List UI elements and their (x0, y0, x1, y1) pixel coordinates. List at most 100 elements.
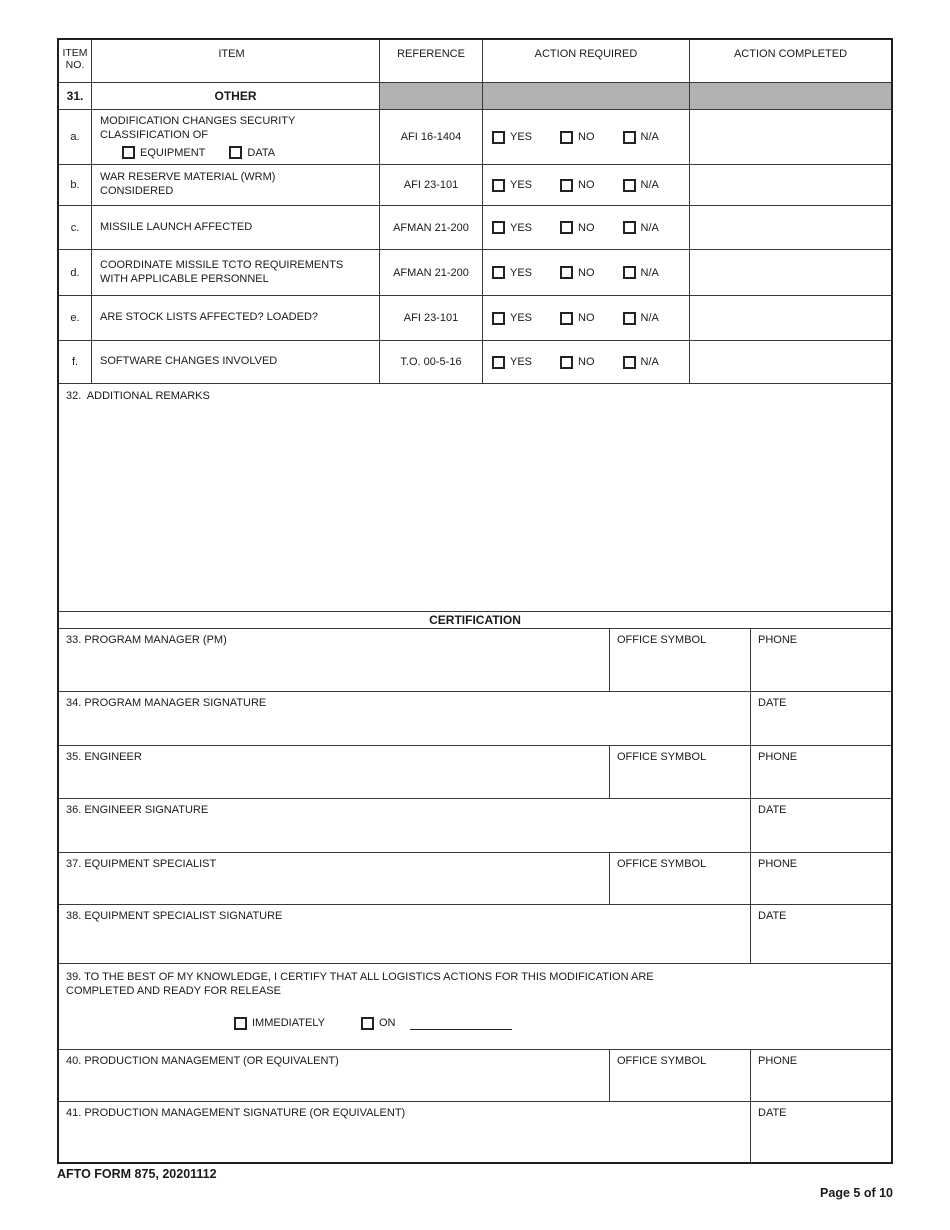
item-row-b: b. WAR RESERVE MATERIAL (WRM) CONSIDERED… (59, 165, 891, 206)
certify-statement-text: 39. TO THE BEST OF MY KNOWLEDGE, I CERTI… (66, 971, 654, 998)
yes-checkbox[interactable] (492, 266, 505, 279)
yes-checkbox[interactable] (492, 130, 505, 144)
program-manager-signature-field[interactable]: 34. PROGRAM MANAGER SIGNATURE (59, 692, 751, 745)
yes-checkbox[interactable] (492, 311, 505, 325)
action-required-cell: YES NO N/A (483, 110, 690, 164)
equipment-checkbox-label: EQUIPMENT (140, 146, 206, 159)
phone-field[interactable]: PHONE (758, 751, 798, 763)
yes-label: YES (510, 131, 533, 143)
item-cell: MISSILE LAUNCH AFFECTED (92, 206, 380, 249)
date-field[interactable]: DATE (758, 804, 787, 816)
engineer-signature-field[interactable]: 36. ENGINEER SIGNATURE (59, 799, 751, 852)
phone-field[interactable]: PHONE (758, 634, 798, 646)
office-symbol-field[interactable]: OFFICE SYMBOL (610, 746, 751, 798)
program-manager-field[interactable]: 33. PROGRAM MANAGER (PM) (59, 629, 610, 691)
na-checkbox[interactable] (622, 311, 636, 325)
yes-checkbox-group: YES (492, 221, 532, 234)
item-text: WAR RESERVE MATERIAL (WRM) CONSIDERED (100, 171, 276, 197)
item-cell: COORDINATE MISSILE TCTO REQUIREMENTS WIT… (92, 250, 380, 295)
action-required-cell: YES NO N/A (483, 206, 690, 249)
na-checkbox-group: N/A (622, 130, 659, 144)
na-checkbox-group: N/A (622, 311, 659, 325)
action-completed-cell[interactable] (690, 110, 891, 164)
additional-remarks-label: 32. ADDITIONAL REMARKS (66, 390, 210, 402)
phone-field[interactable]: PHONE (758, 858, 798, 870)
action-required-cell: YES NO N/A (483, 250, 690, 295)
office-symbol-field[interactable]: OFFICE SYMBOL (610, 1050, 751, 1101)
yes-checkbox[interactable] (492, 355, 505, 369)
shaded-cell (690, 83, 891, 109)
item-cell: SOFTWARE CHANGES INVOLVED (92, 341, 380, 383)
no-checkbox[interactable] (560, 178, 574, 192)
additional-remarks-area[interactable]: 32. ADDITIONAL REMARKS (59, 384, 891, 612)
item-text: SOFTWARE CHANGES INVOLVED (100, 355, 278, 368)
production-management-signature-field[interactable]: 41. PRODUCTION MANAGEMENT SIGNATURE (OR … (59, 1102, 751, 1162)
no-checkbox-group: NO (560, 221, 595, 234)
na-checkbox[interactable] (622, 178, 636, 192)
no-checkbox-group: NO (560, 311, 595, 325)
certify-statement-row: 39. TO THE BEST OF MY KNOWLEDGE, I CERTI… (59, 964, 891, 1050)
phone-field[interactable]: PHONE (758, 1055, 798, 1067)
na-checkbox-group: N/A (622, 266, 659, 279)
header-reference: REFERENCE (380, 40, 483, 82)
na-checkbox-group: N/A (622, 178, 659, 192)
action-completed-cell[interactable] (690, 206, 891, 249)
date-field[interactable]: DATE (758, 1107, 787, 1119)
item-row-d: d. COORDINATE MISSILE TCTO REQUIREMENTS … (59, 250, 891, 296)
action-completed-cell[interactable] (690, 165, 891, 205)
item-row-e: e. ARE STOCK LISTS AFFECTED? LOADED? AFI… (59, 296, 891, 341)
item-sub-checkboxes: EQUIPMENT DATA (100, 146, 371, 160)
no-label: NO (578, 131, 595, 143)
production-management-field[interactable]: 40. PRODUCTION MANAGEMENT (OR EQUIVALENT… (59, 1050, 610, 1101)
header-item-no: ITEM NO. (59, 40, 92, 82)
item-letter: c. (59, 206, 92, 249)
engineer-signature-row: 36. ENGINEER SIGNATURE DATE (59, 799, 891, 853)
no-checkbox[interactable] (560, 311, 574, 325)
office-symbol-field[interactable]: OFFICE SYMBOL (610, 853, 751, 904)
reference-cell: AFI 23-101 (380, 165, 483, 205)
no-label: NO (578, 221, 595, 234)
reference-cell: AFI 23-101 (380, 296, 483, 340)
item-row-a: a. MODIFICATION CHANGES SECURITY CLASSIF… (59, 110, 891, 165)
immediately-checkbox[interactable] (234, 1016, 247, 1030)
no-checkbox[interactable] (560, 221, 574, 234)
equipment-specialist-field[interactable]: 37. EQUIPMENT SPECIALIST (59, 853, 610, 904)
on-checkbox[interactable] (360, 1016, 374, 1030)
yes-checkbox[interactable] (492, 178, 505, 192)
action-required-cell: YES NO N/A (483, 341, 690, 383)
na-checkbox[interactable] (622, 130, 636, 144)
equipment-checkbox[interactable] (122, 146, 135, 160)
engineer-field[interactable]: 35. ENGINEER (59, 746, 610, 798)
na-checkbox[interactable] (622, 355, 636, 369)
na-label: N/A (640, 179, 659, 191)
action-completed-cell[interactable] (690, 341, 891, 383)
equipment-checkbox-group: EQUIPMENT (122, 146, 206, 160)
item-letter: e. (59, 296, 92, 340)
no-checkbox-group: NO (560, 130, 595, 144)
section-number: 31. (59, 83, 92, 109)
action-completed-cell[interactable] (690, 250, 891, 295)
na-checkbox[interactable] (622, 266, 636, 279)
no-checkbox[interactable] (560, 355, 574, 369)
na-checkbox[interactable] (622, 221, 636, 234)
action-required-cell: YES NO N/A (483, 165, 690, 205)
office-symbol-field[interactable]: OFFICE SYMBOL (610, 629, 751, 691)
items-table-header-row: ITEM NO. ITEM REFERENCE ACTION REQUIRED … (59, 40, 891, 83)
immediately-label: IMMEDIATELY (252, 1017, 325, 1030)
reference-cell: T.O. 00-5-16 (380, 341, 483, 383)
data-checkbox[interactable] (229, 146, 243, 160)
action-completed-cell[interactable] (690, 296, 891, 340)
date-field[interactable]: DATE (758, 697, 787, 709)
item-letter: f. (59, 341, 92, 383)
equipment-specialist-signature-field[interactable]: 38. EQUIPMENT SPECIALIST SIGNATURE (59, 905, 751, 963)
no-checkbox[interactable] (560, 130, 574, 144)
on-date-blank[interactable] (410, 1017, 513, 1030)
no-checkbox-group: NO (560, 266, 595, 279)
production-management-row: 40. PRODUCTION MANAGEMENT (OR EQUIVALENT… (59, 1050, 891, 1102)
yes-checkbox[interactable] (492, 221, 505, 234)
no-checkbox[interactable] (560, 266, 574, 279)
shaded-cell (380, 83, 483, 109)
yes-label: YES (510, 312, 533, 324)
item-cell: WAR RESERVE MATERIAL (WRM) CONSIDERED (92, 165, 380, 205)
date-field[interactable]: DATE (758, 910, 787, 922)
